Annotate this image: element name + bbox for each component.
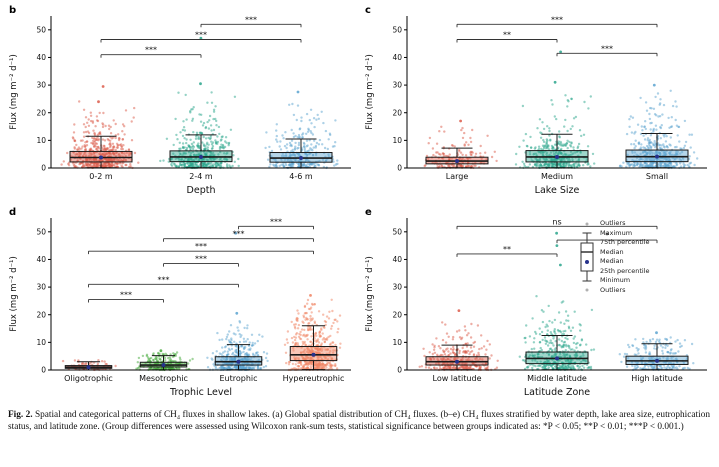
svg-text:10: 10 xyxy=(392,338,402,347)
panel-d-trophic-level-chart: *** *** *** *** *** *** 0 10 20 30 40 50 Oligotrophi… xyxy=(9,207,351,398)
panel-b-depth-chart: *** *** *** 0 10 20 30 40 50 0-2 m 2-4 m 4-6 m Depth… xyxy=(9,5,351,196)
svg-text:20: 20 xyxy=(392,108,402,117)
svg-text:***: *** xyxy=(551,15,563,24)
legend-item-label: Outliers xyxy=(600,219,626,227)
caption-label: Fig. 2. xyxy=(8,410,33,420)
svg-text:10: 10 xyxy=(36,136,46,145)
svg-text:0: 0 xyxy=(41,164,46,173)
svg-text:Middle latitude: Middle latitude xyxy=(527,374,587,383)
svg-text:e: e xyxy=(365,207,372,218)
svg-text:50: 50 xyxy=(392,25,402,34)
legend-item-label: Median xyxy=(600,257,624,265)
svg-text:Trophic Level: Trophic Level xyxy=(169,387,232,398)
svg-text:c: c xyxy=(365,5,371,16)
svg-text:High latitude: High latitude xyxy=(631,374,683,383)
svg-text:***: *** xyxy=(233,230,245,239)
svg-text:30: 30 xyxy=(36,81,46,90)
svg-text:***: *** xyxy=(158,275,170,284)
box-icon xyxy=(580,242,594,272)
svg-text:40: 40 xyxy=(392,53,402,62)
svg-text:Flux (mg m⁻² d⁻¹): Flux (mg m⁻² d⁻¹) xyxy=(9,256,19,332)
svg-text:Oligotrophic: Oligotrophic xyxy=(64,374,113,383)
boxplot-legend-schematic xyxy=(580,222,594,292)
svg-text:Depth: Depth xyxy=(187,185,216,196)
legend-item-label: Median xyxy=(600,247,624,256)
jitter-points xyxy=(60,36,339,170)
svg-text:20: 20 xyxy=(36,310,46,319)
svg-text:***: *** xyxy=(145,46,157,55)
outlier-dot-icon xyxy=(585,288,589,292)
svg-text:***: *** xyxy=(195,242,207,251)
svg-text:Flux (mg m⁻² d⁻¹): Flux (mg m⁻² d⁻¹) xyxy=(365,54,375,130)
figure-caption: Fig. 2. Spatial and categorical patterns… xyxy=(8,409,710,434)
svg-text:b: b xyxy=(9,5,16,16)
svg-text:Low latitude: Low latitude xyxy=(433,374,482,383)
caption-text: Spatial and categorical patterns of CH₄ … xyxy=(8,410,710,433)
svg-text:0: 0 xyxy=(397,164,402,173)
svg-text:***: *** xyxy=(120,291,132,300)
svg-text:Large: Large xyxy=(446,172,469,181)
median-point-icon xyxy=(585,260,589,264)
svg-text:Small: Small xyxy=(646,172,668,181)
boxplots xyxy=(425,334,689,371)
legend-item-label: Outliers xyxy=(600,285,626,294)
svg-text:4-6 m: 4-6 m xyxy=(289,172,313,181)
legend-item-label: Maximum xyxy=(600,228,633,237)
boxplots xyxy=(425,132,689,169)
outlier-dot-icon xyxy=(585,222,589,226)
significance-bars: *** *** *** xyxy=(100,15,302,58)
svg-text:Hypereutrophic: Hypereutrophic xyxy=(283,374,345,383)
svg-text:d: d xyxy=(9,207,16,218)
svg-text:50: 50 xyxy=(392,227,402,236)
boxplot-legend: Outliers Maximum 75th percentile Median Medi… xyxy=(577,219,650,297)
svg-text:50: 50 xyxy=(36,25,46,34)
svg-text:Eutrophic: Eutrophic xyxy=(219,374,257,383)
axes: 0 10 20 30 40 50 Low latitude Middle latitude Hi… xyxy=(365,207,707,398)
svg-text:Lake Size: Lake Size xyxy=(535,185,580,196)
svg-text:30: 30 xyxy=(36,283,46,292)
boxplots xyxy=(64,325,338,371)
svg-text:***: *** xyxy=(195,255,207,264)
svg-text:**: ** xyxy=(503,30,511,39)
svg-text:20: 20 xyxy=(36,108,46,117)
axes: 0 10 20 30 40 50 0-2 m 2-4 m 4-6 m Depth Flux (mg … xyxy=(9,5,351,196)
svg-text:10: 10 xyxy=(392,136,402,145)
svg-text:30: 30 xyxy=(392,283,402,292)
legend-item-label: Minimum xyxy=(600,276,631,284)
significance-bars: *** *** *** *** *** *** xyxy=(88,217,314,303)
legend-item-label: 25th percentile xyxy=(600,266,650,275)
svg-text:ns: ns xyxy=(552,217,561,226)
significance-bars: ******** xyxy=(456,15,658,57)
svg-text:*: * xyxy=(605,231,609,240)
significance-bars: ns*** xyxy=(456,217,658,257)
svg-text:10: 10 xyxy=(36,338,46,347)
svg-text:0-2 m: 0-2 m xyxy=(89,172,113,181)
legend-item-label: 75th percentile xyxy=(600,238,650,246)
svg-text:Medium: Medium xyxy=(541,172,573,181)
axes: 0 10 20 30 40 50 Oligotrophic Mesotrophic Eutrop… xyxy=(9,207,351,398)
svg-text:40: 40 xyxy=(36,255,46,264)
svg-text:Flux (mg m⁻² d⁻¹): Flux (mg m⁻² d⁻¹) xyxy=(365,256,375,332)
legend-labels: Outliers Maximum 75th percentile Median Medi… xyxy=(600,219,650,295)
svg-text:***: *** xyxy=(245,15,257,24)
svg-text:Latitude Zone: Latitude Zone xyxy=(524,387,590,398)
svg-text:***: *** xyxy=(195,30,207,39)
svg-text:2-4 m: 2-4 m xyxy=(189,172,213,181)
svg-text:50: 50 xyxy=(36,227,46,236)
svg-text:Flux (mg m⁻² d⁻¹): Flux (mg m⁻² d⁻¹) xyxy=(9,54,19,130)
axes: 0 10 20 30 40 50 Large Medium Small Lake Size Flux… xyxy=(365,5,707,196)
svg-text:***: *** xyxy=(601,44,613,53)
svg-text:***: *** xyxy=(270,217,282,226)
svg-text:**: ** xyxy=(503,245,511,254)
svg-text:40: 40 xyxy=(392,255,402,264)
svg-text:0: 0 xyxy=(397,366,402,375)
svg-text:20: 20 xyxy=(392,310,402,319)
svg-text:40: 40 xyxy=(36,53,46,62)
svg-text:0: 0 xyxy=(41,366,46,375)
svg-text:30: 30 xyxy=(392,81,402,90)
svg-text:Mesotrophic: Mesotrophic xyxy=(139,374,188,383)
